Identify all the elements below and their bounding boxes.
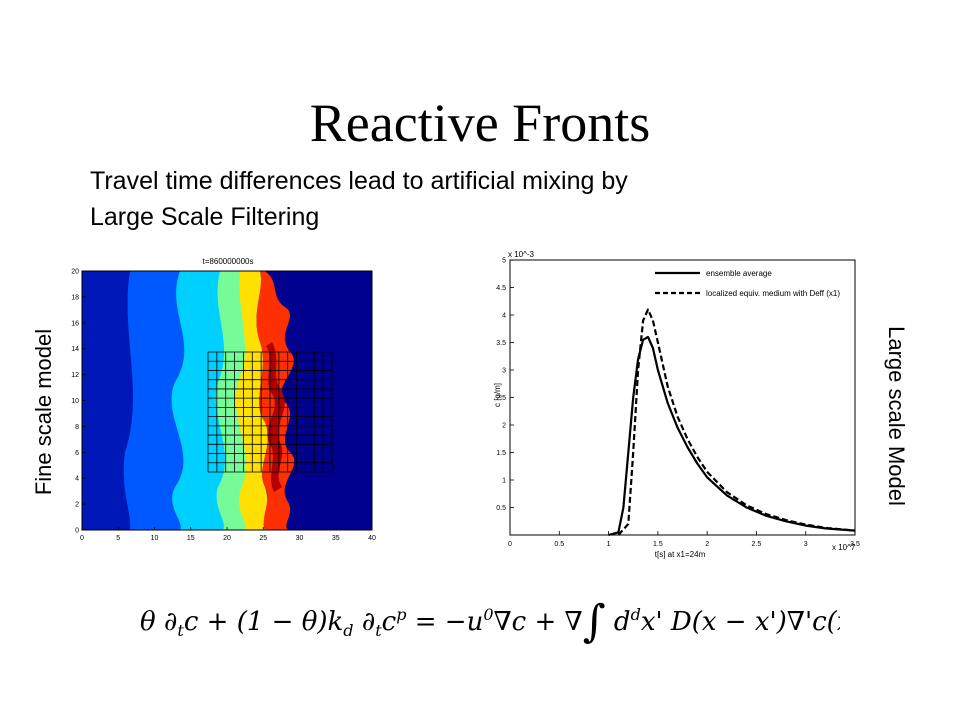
field-x-tick-label: 30 bbox=[296, 535, 304, 542]
field-x-tick-label: 0 bbox=[80, 535, 84, 542]
field-y-tick-label: 10 bbox=[71, 398, 79, 405]
chart-x-tick-label: 0 bbox=[508, 541, 512, 548]
field-x-axis-ticks: 0 5 10 15 20 25 30 35 40 bbox=[80, 527, 376, 542]
chart-legend: ensemble average localized equiv. medium… bbox=[655, 269, 840, 298]
chart-y-axis-ticks: 0.5 1 1.5 2 2.5 3 3.5 4 4.5 5 bbox=[496, 258, 514, 512]
coarse-grid-overlay bbox=[207, 351, 333, 473]
subtitle-line-2: Large Scale Filtering bbox=[90, 203, 320, 231]
field-y-tick-label: 12 bbox=[71, 372, 79, 379]
legend-label-ensemble: ensemble average bbox=[706, 269, 772, 278]
field-y-tick-label: 0 bbox=[75, 528, 79, 535]
field-y-tick-label: 4 bbox=[75, 476, 79, 483]
x-scale-note: x 10^7 bbox=[832, 543, 856, 552]
fine-scale-field-plot: t=860000000s 0 5 10 15 20 25 30 35 40 0 2 4 6 8 10 12 1… bbox=[71, 257, 376, 542]
chart-series bbox=[608, 308, 856, 537]
field-y-tick-label: 2 bbox=[75, 502, 79, 509]
chart-x-tick-label: 2 bbox=[705, 541, 709, 548]
field-x-tick-label: 15 bbox=[187, 535, 195, 542]
series-line-localized-medium bbox=[617, 308, 856, 536]
chart-y-tick-label: 2 bbox=[502, 423, 506, 430]
chart-x-axis-ticks: 0 0.5 1 1.5 2 2.5 3 3.5 bbox=[508, 531, 860, 548]
chart-x-tick-label: 1 bbox=[607, 541, 611, 548]
field-y-tick-label: 14 bbox=[71, 346, 79, 353]
legend-label-localized: localized equiv. medium with Deff (x1) bbox=[706, 289, 840, 298]
chart-y-tick-label: 4.5 bbox=[496, 285, 506, 292]
field-x-tick-label: 25 bbox=[259, 535, 267, 542]
field-x-tick-label: 20 bbox=[223, 535, 231, 542]
subtitle-line-1: Travel time differences lead to artifici… bbox=[90, 167, 628, 195]
field-time-label: t=860000000s bbox=[203, 257, 254, 266]
y-axis-label: c [g/m] bbox=[493, 383, 502, 407]
chart-x-tick-label: 3 bbox=[804, 541, 808, 548]
slide-subtitle: Travel time differences lead to artifici… bbox=[90, 163, 810, 235]
chart-y-tick-label: 1 bbox=[502, 478, 506, 485]
series-line-ensemble-average bbox=[608, 335, 856, 537]
governing-equation: θ ∂tc + (1 − θ)kd ∂tcp = −u0∇c + ∇∫ ddx'… bbox=[140, 596, 840, 647]
field-y-axis-ticks: 0 2 4 6 8 10 12 14 16 18 20 bbox=[71, 269, 85, 535]
chart-x-tick-label: 3.5 bbox=[850, 541, 860, 548]
field-x-tick-label: 10 bbox=[151, 535, 159, 542]
chart-y-tick-label: 2.5 bbox=[496, 395, 506, 402]
field-y-tick-label: 18 bbox=[71, 294, 79, 301]
chart-y-tick-label: 3.5 bbox=[496, 340, 506, 347]
chart-frame bbox=[509, 259, 856, 536]
chart-x-tick-label: 1.5 bbox=[653, 541, 663, 548]
fine-scale-label: Fine scale model bbox=[31, 328, 56, 496]
y-scale-note: x 10^-3 bbox=[508, 250, 535, 259]
chart-y-tick-label: 0.5 bbox=[496, 505, 506, 512]
large-scale-label: Large scale Model bbox=[884, 326, 909, 506]
field-x-tick-label: 40 bbox=[368, 535, 376, 542]
slide-title: Reactive Fronts bbox=[309, 93, 651, 153]
concentration-field bbox=[82, 271, 372, 530]
field-y-tick-label: 16 bbox=[71, 320, 79, 327]
chart-y-tick-label: 4 bbox=[502, 313, 506, 320]
svg-text:θ ∂tc + (1 − θ)kd ∂tcp = −u0∇c: θ ∂tc + (1 − θ)kd ∂tcp = −u0∇c + ∇∫ ddx'… bbox=[140, 596, 840, 647]
chart-x-tick-label: 2.5 bbox=[752, 541, 762, 548]
field-y-tick-label: 6 bbox=[75, 450, 79, 457]
field-y-tick-label: 20 bbox=[71, 269, 79, 276]
chart-y-tick-label: 5 bbox=[502, 258, 506, 265]
field-x-tick-label: 5 bbox=[116, 535, 120, 542]
chart-x-tick-label: 0.5 bbox=[554, 541, 564, 548]
field-y-tick-label: 8 bbox=[75, 424, 79, 431]
chart-y-tick-label: 1.5 bbox=[496, 450, 506, 457]
chart-y-tick-label: 3 bbox=[502, 368, 506, 375]
x-axis-label: t[s] at x1=24m bbox=[655, 550, 706, 559]
field-x-tick-label: 35 bbox=[332, 535, 340, 542]
